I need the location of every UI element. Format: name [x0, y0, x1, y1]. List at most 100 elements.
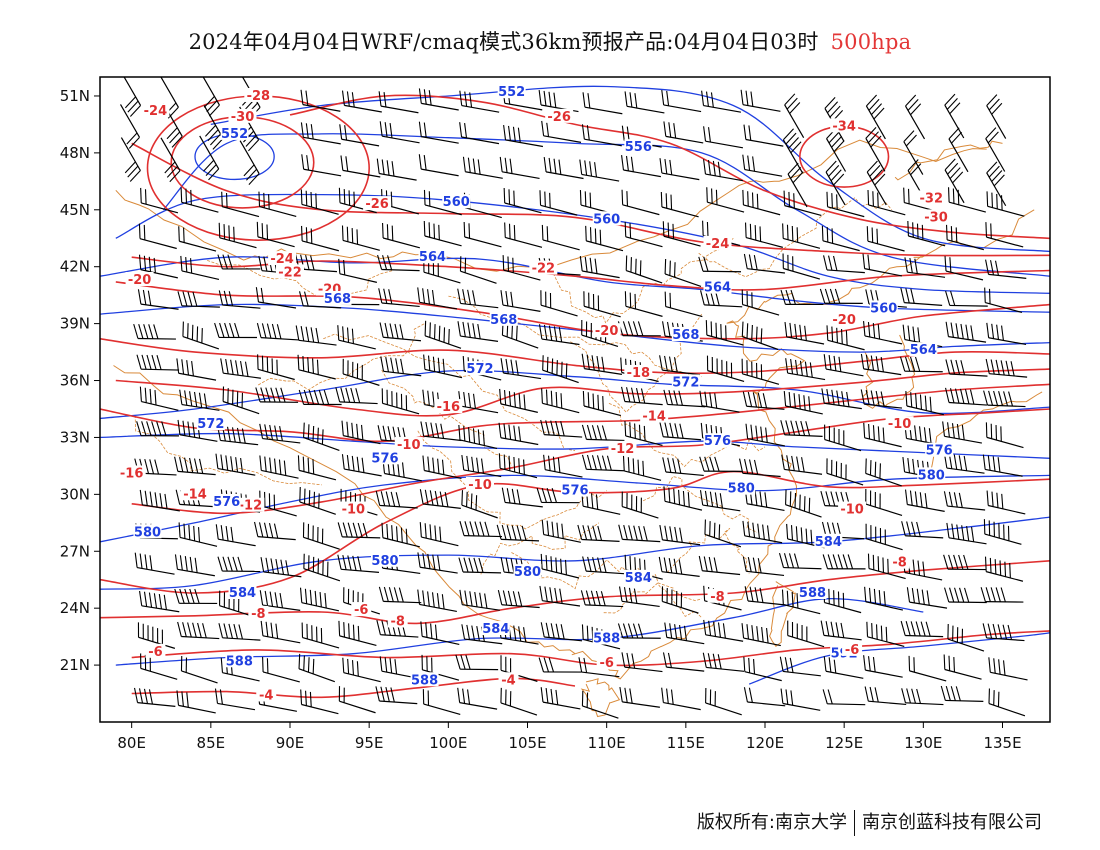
contour-label-bg: [889, 554, 910, 569]
wind-barb: [139, 386, 179, 411]
contour-label: 580: [134, 525, 161, 540]
contour-label: -8: [892, 556, 906, 571]
wind-barb: [298, 389, 342, 406]
province-border: [544, 238, 734, 325]
contour-label: -10: [840, 503, 864, 518]
contour-label-bg: [703, 433, 732, 448]
contour-label: 564: [419, 250, 446, 265]
wind-barb: [907, 220, 946, 247]
wind-barb: [303, 553, 341, 582]
wind-barb: [300, 89, 341, 112]
wind-barb: [865, 458, 902, 487]
x-tick-label: 85E: [197, 734, 226, 752]
contour-label-bg: [925, 442, 954, 457]
wind-barb: [256, 221, 295, 248]
wind-barb: [459, 589, 500, 611]
geopotential-contour-572: [100, 369, 1050, 420]
wind-barb: [417, 552, 458, 574]
contour-label: -34: [832, 119, 856, 134]
contour-label: 576: [371, 451, 398, 466]
contour-label-bg: [592, 323, 621, 338]
wind-barb: [339, 124, 380, 147]
wind-barb: [703, 619, 744, 642]
wind-barb: [459, 122, 500, 145]
contour-label-bg: [727, 480, 756, 495]
wind-barb: [218, 222, 257, 249]
wind-barb: [943, 491, 986, 511]
wind-barb: [583, 291, 621, 318]
wind-barb: [621, 386, 663, 406]
wind-barb: [947, 624, 985, 652]
wind-barb: [419, 489, 461, 509]
wind-barb: [948, 127, 969, 173]
wind-barb: [787, 620, 825, 648]
wind-barb: [182, 321, 220, 350]
contour-label: -22: [532, 262, 556, 277]
wind-barb: [622, 455, 662, 481]
copyright-footer: 版权所有:南京大学 南京创蓝科技有限公司: [697, 808, 1042, 836]
wind-barb: [900, 287, 943, 306]
contour-label: 552: [221, 127, 248, 142]
wind-barb: [742, 154, 783, 177]
contour-label: 588: [226, 654, 253, 669]
wind-barb: [543, 454, 583, 478]
wind-barb: [501, 487, 543, 508]
y-tick-label: 21N: [60, 656, 90, 674]
temperature-contour-minus-16: [115, 368, 1050, 417]
wind-barb: [217, 254, 261, 270]
contour-label: -8: [710, 590, 724, 605]
wind-barb: [943, 654, 982, 680]
wind-barb: [378, 586, 422, 604]
wind-barb: [986, 161, 1007, 207]
province-border: [603, 582, 702, 618]
wind-barb: [698, 555, 741, 576]
contour-label: 572: [197, 417, 224, 432]
contour-label: 568: [490, 313, 517, 328]
wind-barb: [541, 388, 580, 414]
copyright-label: 版权所有:: [696, 812, 775, 833]
contour-label: 580: [728, 482, 755, 497]
wind-barb: [300, 689, 339, 715]
wind-barb: [342, 657, 381, 683]
wind-barb: [986, 490, 1026, 515]
wind-barb: [904, 257, 946, 278]
contour-label-bg: [640, 408, 669, 423]
wind-barb: [582, 556, 625, 575]
wind-barb: [500, 358, 542, 380]
contour-label: -18: [627, 366, 651, 381]
wind-barb: [199, 135, 220, 181]
contour-label: 572: [672, 375, 699, 390]
contour-label-bg: [830, 118, 859, 133]
contour-label: -6: [148, 645, 162, 660]
wind-barb: [539, 585, 581, 607]
wind-barb: [260, 620, 301, 644]
wind-barb: [419, 522, 459, 547]
y-tick-label: 33N: [60, 428, 90, 446]
contour-label-bg: [442, 194, 471, 209]
wind-barb: [823, 255, 865, 274]
wind-barb: [865, 126, 886, 172]
contour-label-bg: [922, 209, 950, 224]
contour-label-bg: [703, 235, 732, 250]
wind-barb: [178, 226, 217, 252]
wind-barb: [585, 225, 624, 252]
wind-barb: [986, 322, 1027, 346]
wind-barb: [498, 422, 539, 446]
y-tick-label: 45N: [60, 201, 90, 219]
wind-barb: [342, 358, 380, 386]
contour-label: -6: [354, 603, 368, 618]
wind-barb: [420, 621, 460, 646]
wind-barb: [742, 189, 781, 216]
x-tick-label: 90E: [276, 734, 305, 752]
wind-barb: [617, 321, 661, 337]
contour-label: 560: [870, 301, 897, 316]
wind-barb: [904, 94, 926, 140]
wind-barb: [659, 355, 701, 376]
wind-barb: [502, 255, 541, 281]
contour-label: -8: [390, 614, 404, 629]
wind-barb: [662, 221, 701, 247]
wind-barb: [663, 389, 706, 408]
wind-barb: [743, 253, 786, 274]
x-tick-label: 100E: [429, 734, 467, 752]
